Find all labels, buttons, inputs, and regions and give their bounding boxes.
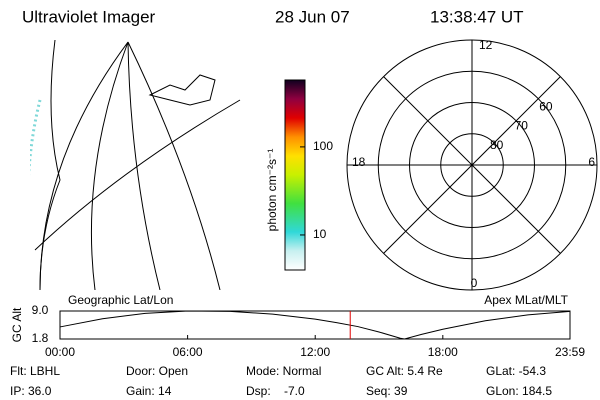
title: Ultraviolet Imager [22,7,156,26]
aurora-dots [30,99,42,176]
y-axis-label: GC Alt [10,307,24,342]
colorbar [284,79,306,271]
polar-ring [377,70,567,260]
right-title: Apex MLat/MLT [484,293,568,307]
x-tick-label: 06:00 [173,345,203,359]
footer-field: GLon: 184.5 [486,384,552,398]
ring-label: 70 [515,119,529,133]
map-grid [34,99,241,251]
altitude-line [59,310,571,340]
footer-field: IP: 36.0 [10,384,52,398]
footer: Flt: LBHL Door: Open Mode: Normal GC Alt: 5… [10,364,552,398]
colorbar-tick-label: 10 [313,227,327,241]
colorbar-tick-label: 100 [313,139,333,153]
ring-label: 80 [490,138,504,152]
mlt-label: 6 [588,155,595,169]
polar-spoke [383,76,561,254]
y-tick-label: 9.0 [32,303,49,317]
mlt-label: 0 [471,276,478,290]
map-grid [90,41,129,290]
map [30,40,241,290]
date: 28 Jun 07 [275,7,350,26]
plot-frame [59,310,571,340]
colorbar-label: photon cm⁻²s⁻¹ [265,149,279,232]
polar-ring [409,102,535,228]
map-grid [127,41,221,290]
polar-ring [440,133,504,197]
time: 13:38:47 UT [430,7,524,26]
altitude-chart: Geographic Lat/Lon Apex MLat/MLT GC Alt 9.0… [10,293,585,359]
map-grid [39,41,129,290]
x-tick-label: 00:00 [45,345,75,359]
footer-field: GC Alt: 5.4 Re [366,364,443,378]
footer-field: Door: Open [126,364,188,378]
y-tick-label: 1.8 [32,331,49,345]
x-tick-label: 18:00 [428,345,458,359]
coastline [148,74,216,106]
left-title: Geographic Lat/Lon [68,293,173,307]
x-tick-label: 23:59 [555,345,585,359]
footer-field: GLat: -54.3 [486,364,546,378]
footer-field: Mode: Normal [246,364,321,378]
map-grid [127,41,161,290]
mlt-label: 12 [479,38,493,52]
x-tick-label: 12:00 [300,345,330,359]
footer-field: Dsp: -7.0 [246,384,305,398]
coastline [39,40,61,290]
mlt-label: 18 [352,155,366,169]
ring-label: 60 [539,99,553,113]
footer-field: Flt: LBHL [10,364,60,378]
footer-field: Gain: 14 [126,384,172,398]
footer-field: Seq: 39 [366,384,408,398]
